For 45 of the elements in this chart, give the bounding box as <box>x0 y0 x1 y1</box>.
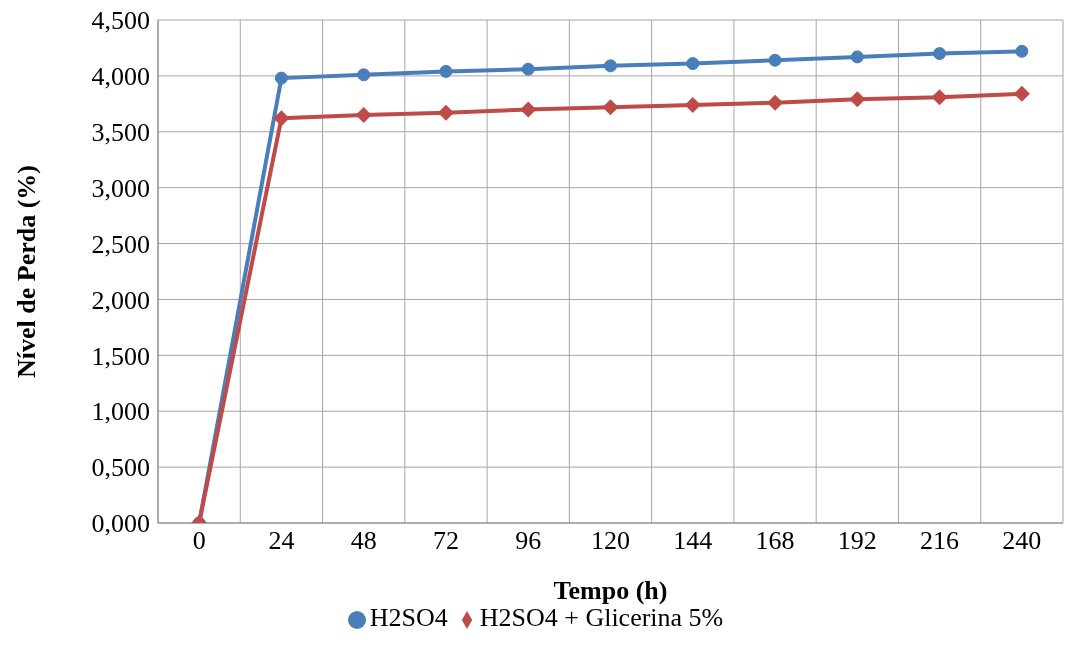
x-tick-label: 0 <box>192 526 206 556</box>
point <box>686 57 700 71</box>
x-tick-label: 72 <box>432 526 459 556</box>
x-tick-label: 48 <box>350 526 377 556</box>
y-tick-label: 1,500 <box>91 341 150 371</box>
point <box>931 89 948 106</box>
x-axis-title: Tempo (h) <box>553 576 668 605</box>
y-tick-label: 2,000 <box>91 285 150 315</box>
point <box>850 50 864 64</box>
y-tick-label: 3,500 <box>91 118 150 148</box>
point <box>439 64 453 78</box>
point <box>604 59 617 73</box>
point <box>521 62 535 76</box>
x-tick-label: 144 <box>673 526 713 556</box>
point <box>357 68 371 82</box>
x-tick-label: 168 <box>755 526 795 556</box>
point <box>684 96 701 113</box>
x-tick-label: 120 <box>591 526 630 556</box>
point <box>767 94 784 111</box>
x-tick-label: 216 <box>920 526 960 556</box>
point <box>274 71 288 85</box>
y-tick-label: 4,000 <box>91 62 150 92</box>
y-tick-label: 1,000 <box>91 397 150 427</box>
point <box>602 99 619 116</box>
point <box>520 101 537 118</box>
y-axis-title: Nível de Perda (%) <box>12 164 42 379</box>
point <box>768 53 782 67</box>
x-tick-label: 192 <box>837 526 877 556</box>
y-tick-label: 0,500 <box>91 453 150 483</box>
point <box>437 104 454 121</box>
y-tick-label: 3,000 <box>91 173 150 203</box>
point <box>1015 44 1029 58</box>
x-tick-label: 96 <box>515 526 542 556</box>
x-tick-label: 24 <box>268 526 295 556</box>
x-tick-label: 240 <box>1002 526 1042 556</box>
point <box>355 107 372 124</box>
legend-label: H2SO4 <box>369 603 448 632</box>
y-tick-label: 0,000 <box>91 509 150 539</box>
point <box>273 110 290 127</box>
point <box>1013 85 1030 102</box>
legend-label: H2SO4 + Glicerina 5% <box>479 603 724 632</box>
point <box>849 91 866 108</box>
point <box>933 47 947 61</box>
y-tick-label: 4,500 <box>91 6 150 36</box>
y-tick-label: 2,500 <box>91 229 150 259</box>
